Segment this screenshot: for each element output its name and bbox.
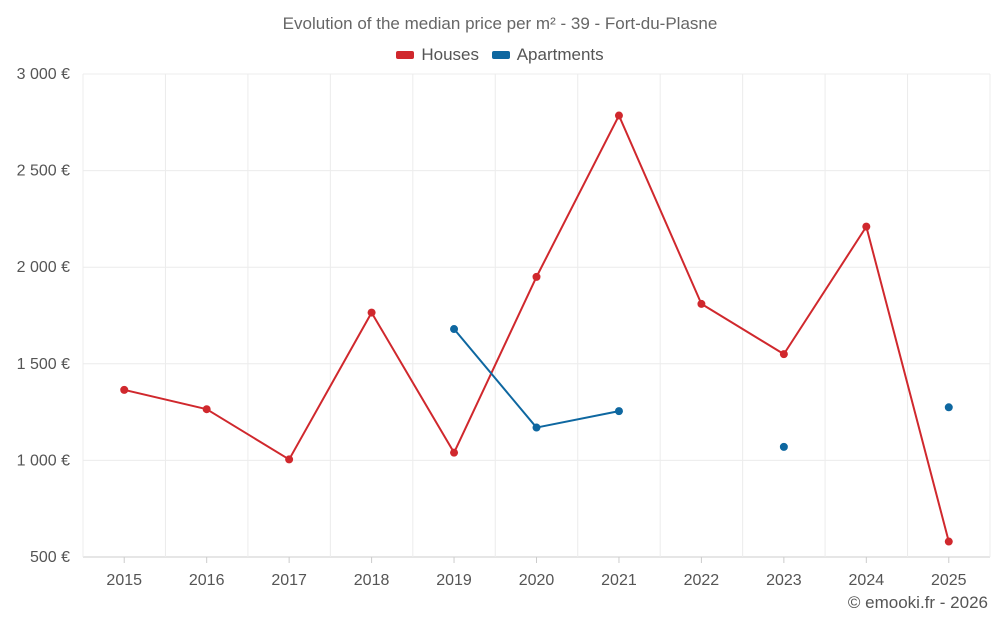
legend-label-houses: Houses: [421, 45, 479, 64]
x-tick-label: 2023: [766, 572, 802, 589]
legend: Houses Apartments: [0, 44, 1000, 65]
data-point[interactable]: [450, 325, 459, 334]
legend-item-houses[interactable]: Houses: [396, 45, 479, 65]
y-axis: 500 € 1 000 € 1 500 € 2 000 € 2 500 € 3 000 €: [17, 66, 70, 566]
data-point[interactable]: [367, 308, 376, 317]
x-tick-label: 2017: [271, 572, 307, 589]
data-point[interactable]: [202, 405, 211, 414]
legend-swatch-apartments: [491, 51, 510, 59]
series-apartments: [450, 325, 953, 451]
y-tick-label: 1 500 €: [17, 356, 70, 373]
x-tick-label: 2025: [931, 572, 967, 589]
data-point[interactable]: [120, 385, 129, 394]
series-houses: [120, 111, 953, 546]
legend-item-apartments[interactable]: Apartments: [491, 45, 604, 65]
x-axis: 2015 2016 2017 2018 2019 2020 2021 2022 2023 2024…: [106, 557, 967, 589]
data-point[interactable]: [697, 299, 706, 308]
data-point[interactable]: [779, 350, 788, 359]
data-point[interactable]: [614, 111, 623, 120]
x-tick-label: 2018: [354, 572, 390, 589]
x-tick-label: 2022: [684, 572, 720, 589]
data-point[interactable]: [285, 455, 294, 464]
series-layer: [120, 111, 953, 546]
y-tick-label: 2 500 €: [17, 163, 70, 180]
x-tick-label: 2016: [189, 572, 225, 589]
data-point[interactable]: [944, 537, 953, 546]
data-point[interactable]: [862, 222, 871, 231]
x-tick-label: 2024: [849, 572, 885, 589]
x-tick-label: 2021: [601, 572, 637, 589]
legend-swatch-houses: [396, 51, 415, 59]
y-tick-label: 3 000 €: [17, 66, 70, 83]
grid: [82, 73, 991, 558]
data-point[interactable]: [614, 407, 623, 416]
series-line: [453, 328, 620, 429]
data-point[interactable]: [532, 423, 541, 432]
y-tick-label: 500 €: [30, 549, 70, 566]
x-tick-label: 2020: [519, 572, 555, 589]
credit-text: © emooki.fr - 2026: [847, 593, 988, 612]
data-point[interactable]: [450, 448, 459, 457]
data-point[interactable]: [779, 442, 788, 451]
data-point[interactable]: [532, 272, 541, 281]
x-tick-label: 2019: [436, 572, 472, 589]
data-point[interactable]: [944, 403, 953, 412]
y-tick-label: 1 000 €: [17, 452, 70, 469]
legend-label-apartments: Apartments: [516, 45, 604, 64]
chart-title: Evolution of the median price per m² - 3…: [282, 14, 718, 33]
y-tick-label: 2 000 €: [17, 259, 70, 276]
x-tick-label: 2015: [106, 572, 142, 589]
